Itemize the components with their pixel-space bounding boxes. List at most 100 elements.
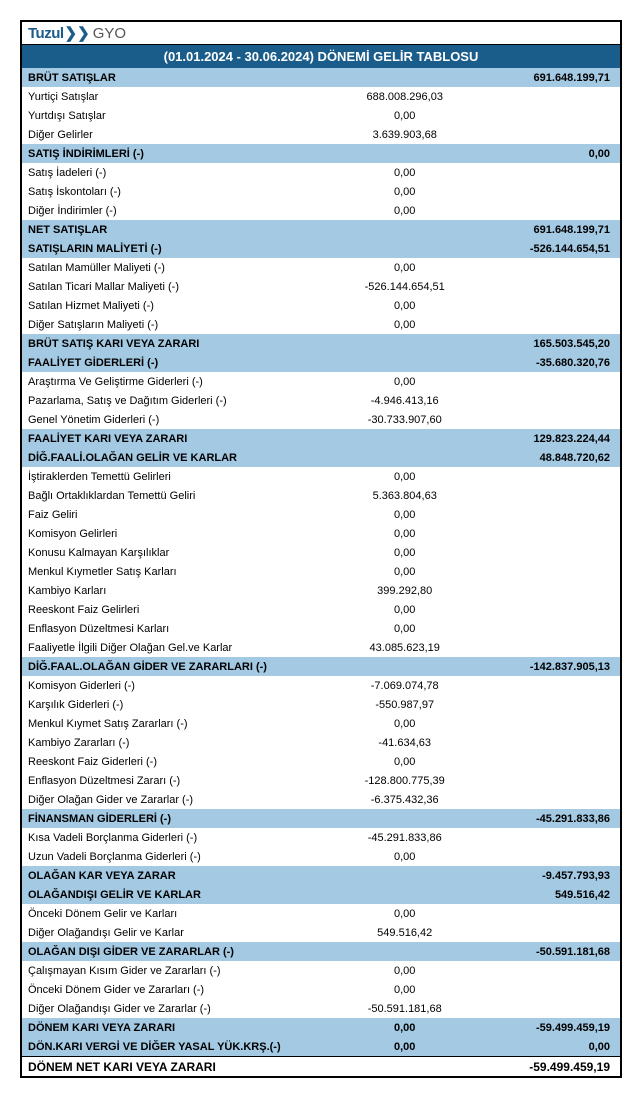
table-row: Diğer Olağan Gider ve Zararlar (-)-6.375… bbox=[22, 790, 620, 809]
row-total-value bbox=[476, 847, 620, 866]
row-total-value bbox=[476, 695, 620, 714]
table-row: Kısa Vadeli Borçlanma Giderleri (-)-45.2… bbox=[22, 828, 620, 847]
row-total-value: -59.499.459,19 bbox=[476, 1057, 620, 1077]
row-label: Enflasyon Düzeltmesi Karları bbox=[22, 619, 333, 638]
table-row: OLAĞAN KAR VEYA ZARAR-9.457.793,93 bbox=[22, 866, 620, 885]
row-total-value: -35.680.320,76 bbox=[476, 353, 620, 372]
row-label: DİĞ.FAAL.OLAĞAN GİDER VE ZARARLARI (-) bbox=[22, 657, 333, 676]
row-mid-value: 0,00 bbox=[333, 524, 477, 543]
row-mid-value: 43.085.623,19 bbox=[333, 638, 477, 657]
row-total-value: 48.848.720,62 bbox=[476, 448, 620, 467]
row-mid-value bbox=[333, 220, 477, 239]
row-total-value bbox=[476, 372, 620, 391]
row-mid-value: 0,00 bbox=[333, 714, 477, 733]
row-total-value bbox=[476, 733, 620, 752]
row-label: Diğer Olağandışı Gelir ve Karlar bbox=[22, 923, 333, 942]
row-total-value: 691.648.199,71 bbox=[476, 220, 620, 239]
row-label: FİNANSMAN GİDERLERİ (-) bbox=[22, 809, 333, 828]
row-total-value bbox=[476, 619, 620, 638]
row-label: Önceki Dönem Gelir ve Karları bbox=[22, 904, 333, 923]
row-mid-value: 0,00 bbox=[333, 980, 477, 999]
row-label: Diğer Satışların Maliyeti (-) bbox=[22, 315, 333, 334]
row-mid-value: 0,00 bbox=[333, 904, 477, 923]
row-mid-value bbox=[333, 657, 477, 676]
row-total-value bbox=[476, 125, 620, 144]
row-mid-value: 688.008.296,03 bbox=[333, 87, 477, 106]
table-row: BRÜT SATIŞ KARI VEYA ZARARI165.503.545,2… bbox=[22, 334, 620, 353]
table-row: Konusu Kalmayan Karşılıklar0,00 bbox=[22, 543, 620, 562]
logo-bar: Tuzul ❯❯ GYO bbox=[22, 22, 620, 45]
table-row: Kambiyo Karları399.292,80 bbox=[22, 581, 620, 600]
row-total-value: 0,00 bbox=[476, 144, 620, 163]
row-total-value bbox=[476, 315, 620, 334]
table-row: DÖNEM NET KARI VEYA ZARARI-59.499.459,19 bbox=[22, 1057, 620, 1077]
row-mid-value: -41.634,63 bbox=[333, 733, 477, 752]
row-total-value bbox=[476, 486, 620, 505]
row-label: Faaliyetle İlgili Diğer Olağan Gel.ve Ka… bbox=[22, 638, 333, 657]
table-row: Menkul Kıymet Satış Zararları (-)0,00 bbox=[22, 714, 620, 733]
table-row: Diğer Satışların Maliyeti (-)0,00 bbox=[22, 315, 620, 334]
row-label: Faiz Geliri bbox=[22, 505, 333, 524]
row-total-value: -59.499.459,19 bbox=[476, 1018, 620, 1037]
row-label: Kambiyo Karları bbox=[22, 581, 333, 600]
table-row: Komisyon Gelirleri0,00 bbox=[22, 524, 620, 543]
row-mid-value: 0,00 bbox=[333, 847, 477, 866]
table-row: Diğer Olağandışı Gider ve Zararlar (-)-5… bbox=[22, 999, 620, 1018]
row-mid-value bbox=[333, 353, 477, 372]
row-label: Karşılık Giderleri (-) bbox=[22, 695, 333, 714]
table-row: Diğer Gelirler3.639.903,68 bbox=[22, 125, 620, 144]
table-row: OLAĞAN DIŞI GİDER VE ZARARLAR (-)-50.591… bbox=[22, 942, 620, 961]
row-total-value: -526.144.654,51 bbox=[476, 239, 620, 258]
table-row: Önceki Dönem Gider ve Zararları (-)0,00 bbox=[22, 980, 620, 999]
row-label: NET SATIŞLAR bbox=[22, 220, 333, 239]
row-mid-value bbox=[333, 239, 477, 258]
row-label: BRÜT SATIŞLAR bbox=[22, 68, 333, 87]
row-total-value bbox=[476, 106, 620, 125]
row-label: Bağlı Ortaklıklardan Temettü Geliri bbox=[22, 486, 333, 505]
table-row: DİĞ.FAAL.OLAĞAN GİDER VE ZARARLARI (-) -1… bbox=[22, 657, 620, 676]
table-row: FİNANSMAN GİDERLERİ (-)-45.291.833,86 bbox=[22, 809, 620, 828]
row-total-value bbox=[476, 296, 620, 315]
row-mid-value: 5.363.804,63 bbox=[333, 486, 477, 505]
row-label: OLAĞAN DIŞI GİDER VE ZARARLAR (-) bbox=[22, 942, 333, 961]
row-total-value bbox=[476, 638, 620, 657]
row-label: Pazarlama, Satış ve Dağıtım Giderleri (-… bbox=[22, 391, 333, 410]
row-mid-value: -4.946.413,16 bbox=[333, 391, 477, 410]
row-mid-value: 0,00 bbox=[333, 258, 477, 277]
row-total-value: -142.837.905,13 bbox=[476, 657, 620, 676]
row-label: Komisyon Gelirleri bbox=[22, 524, 333, 543]
row-mid-value bbox=[333, 144, 477, 163]
row-label: OLAĞANDIŞI GELİR VE KARLAR bbox=[22, 885, 333, 904]
row-label: Diğer İndirimler (-) bbox=[22, 201, 333, 220]
table-row: Satılan Mamüller Maliyeti (-)0,00 bbox=[22, 258, 620, 277]
row-total-value bbox=[476, 771, 620, 790]
row-label: Kısa Vadeli Borçlanma Giderleri (-) bbox=[22, 828, 333, 847]
table-row: Bağlı Ortaklıklardan Temettü Geliri5.363… bbox=[22, 486, 620, 505]
row-mid-value: 0,00 bbox=[333, 1018, 477, 1037]
table-row: Satış İskontoları (-)0,00 bbox=[22, 182, 620, 201]
row-mid-value: -6.375.432,36 bbox=[333, 790, 477, 809]
row-label: Reeskont Faiz Giderleri (-) bbox=[22, 752, 333, 771]
row-total-value bbox=[476, 790, 620, 809]
row-total-value bbox=[476, 201, 620, 220]
row-mid-value: 0,00 bbox=[333, 163, 477, 182]
table-row: FAALİYET KARI VEYA ZARARI129.823.224,44 bbox=[22, 429, 620, 448]
row-total-value: 129.823.224,44 bbox=[476, 429, 620, 448]
row-total-value: -9.457.793,93 bbox=[476, 866, 620, 885]
row-label: Önceki Dönem Gider ve Zararları (-) bbox=[22, 980, 333, 999]
row-mid-value: 0,00 bbox=[333, 505, 477, 524]
logo-brand: Tuzul bbox=[28, 25, 64, 42]
table-row: Diğer Olağandışı Gelir ve Karlar549.516,… bbox=[22, 923, 620, 942]
row-mid-value: 0,00 bbox=[333, 600, 477, 619]
table-row: Menkul Kıymetler Satış Karları0,00 bbox=[22, 562, 620, 581]
table-row: Çalışmayan Kısım Gider ve Zararları (-)0… bbox=[22, 961, 620, 980]
row-mid-value bbox=[333, 68, 477, 87]
table-row: SATIŞ İNDİRİMLERİ (-) 0,00 bbox=[22, 144, 620, 163]
row-label: Yurtiçi Satışlar bbox=[22, 87, 333, 106]
row-label: Satılan Ticari Mallar Maliyeti (-) bbox=[22, 277, 333, 296]
row-label: SATIŞ İNDİRİMLERİ (-) bbox=[22, 144, 333, 163]
row-mid-value: -45.291.833,86 bbox=[333, 828, 477, 847]
row-mid-value: 0,00 bbox=[333, 182, 477, 201]
row-mid-value: 399.292,80 bbox=[333, 581, 477, 600]
row-total-value bbox=[476, 904, 620, 923]
